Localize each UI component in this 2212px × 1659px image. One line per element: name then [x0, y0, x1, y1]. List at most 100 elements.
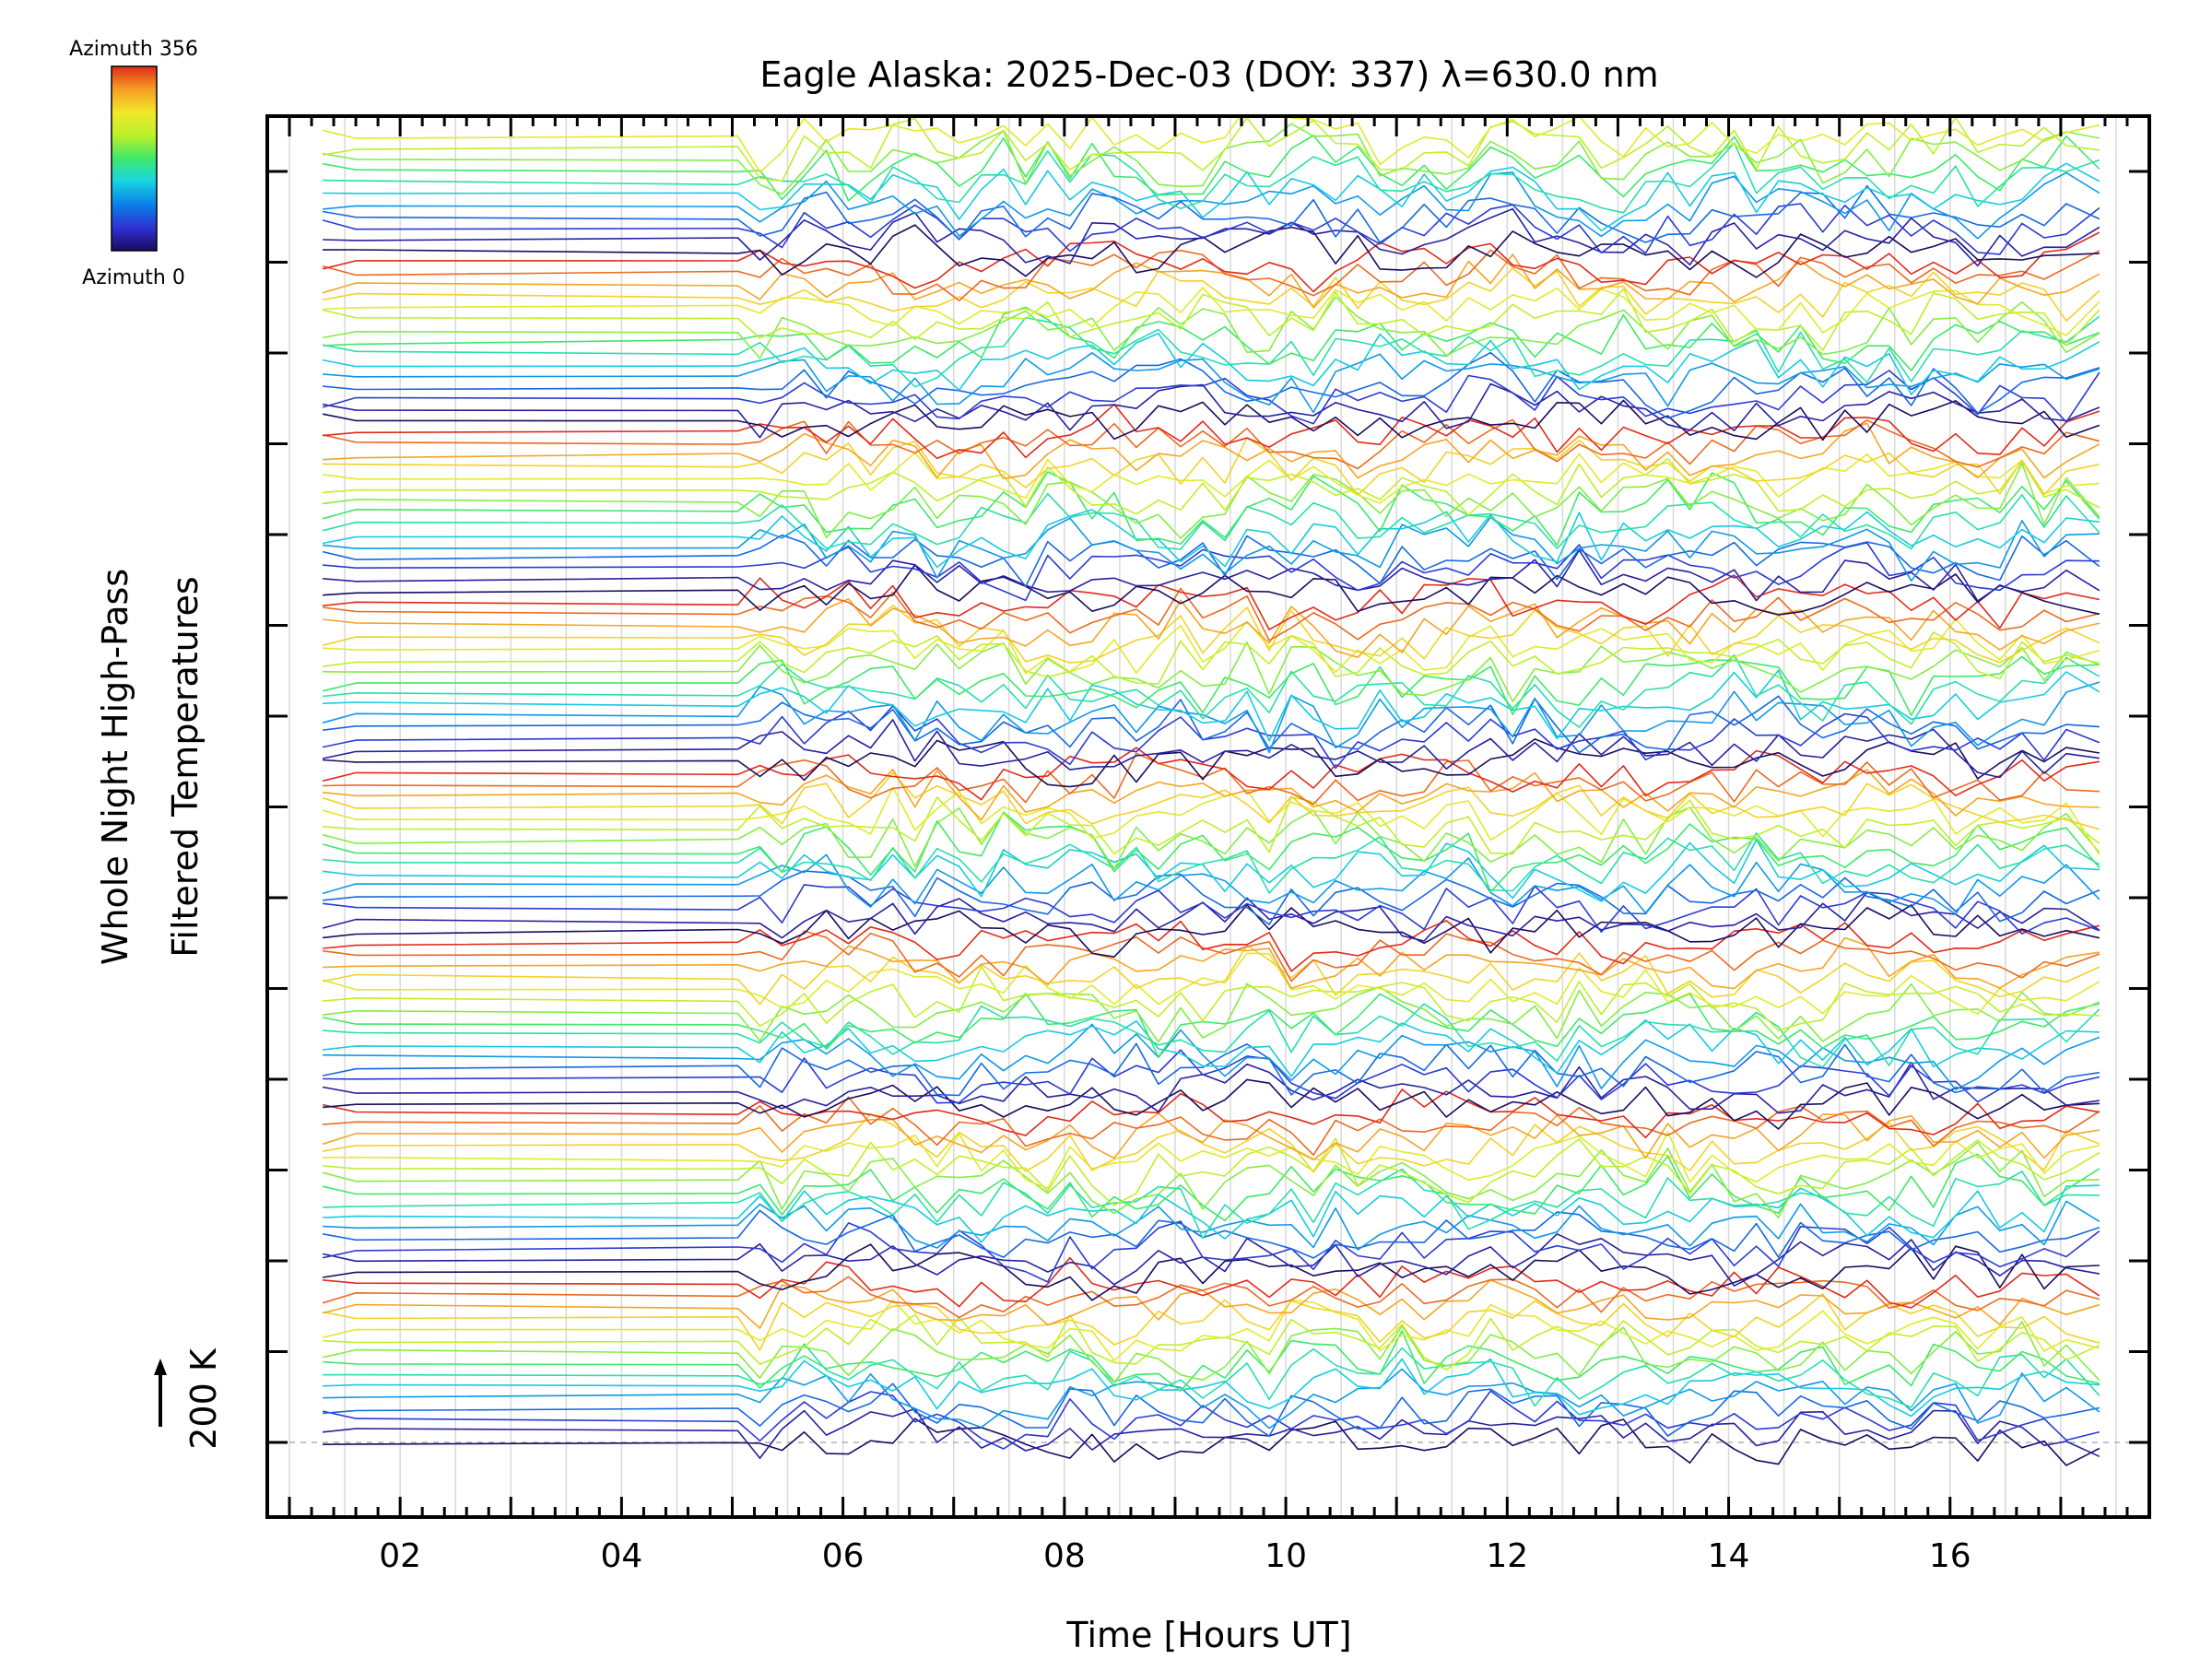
series-line [322, 891, 2100, 942]
series-line [322, 1276, 2100, 1319]
series-line [322, 1299, 2100, 1362]
series-line [323, 1018, 2100, 1077]
x-tick-label: 16 [1929, 1537, 1971, 1575]
series-line [322, 288, 2100, 351]
scale-bar: 200 K [154, 1347, 224, 1450]
series-line [323, 768, 2100, 821]
series-line [323, 618, 2100, 675]
series-line [322, 944, 2100, 1006]
series-line [323, 142, 2100, 214]
y-axis-label-line2: Filtered Temperatures [165, 576, 206, 957]
series-line [322, 231, 2100, 293]
plot-frame [265, 114, 2151, 1519]
series-line [323, 587, 2100, 641]
x-tick-label: 04 [600, 1537, 642, 1575]
x-axis-label: Time [Hours UT] [1065, 1615, 1351, 1655]
series-line [322, 370, 2100, 425]
series-line [323, 1131, 2100, 1189]
series-line [323, 1407, 2100, 1459]
series-line [322, 267, 2100, 322]
series-line [323, 669, 2100, 742]
colorbar: Azimuth 356 Azimuth 0 [69, 38, 198, 289]
series-line [323, 171, 2100, 240]
x-tick-labels: 02 04 06 08 10 12 14 16 [379, 1537, 1971, 1575]
colorbar-gradient [111, 65, 158, 252]
scale-bar-label: 200 K [183, 1347, 224, 1450]
series-line [323, 1184, 2100, 1243]
series-line [323, 936, 2100, 990]
colorbar-top-label: Azimuth 356 [69, 38, 198, 61]
scale-bar-arrow-head [154, 1359, 167, 1375]
colorbar-bottom-label: Azimuth 0 [82, 266, 185, 289]
series-line [323, 516, 2100, 582]
series-line [323, 738, 2100, 788]
series-line [322, 1321, 2100, 1383]
series-line [323, 1256, 2100, 1309]
series-line [322, 471, 2100, 547]
series-line [323, 436, 2100, 497]
series-line [323, 653, 2100, 728]
series-line [322, 1233, 2100, 1287]
series-line [322, 719, 2100, 779]
series-line [323, 306, 2100, 371]
series-line [323, 351, 2100, 419]
series-line [323, 564, 2100, 616]
series-line [322, 604, 2100, 664]
series-line [322, 1112, 2100, 1161]
series-line [322, 1153, 2100, 1222]
series-line [323, 982, 2100, 1043]
series-line [322, 509, 2100, 569]
axis-ticks [267, 116, 2149, 1517]
series-line [322, 681, 2100, 754]
x-tick-label: 08 [1043, 1537, 1086, 1575]
series-line [323, 1313, 2100, 1371]
series-line [322, 993, 2100, 1058]
series-line [322, 534, 2100, 588]
series-line [323, 884, 2100, 935]
x-tick-label: 10 [1265, 1537, 1307, 1575]
series-line [322, 771, 2100, 830]
series-line [322, 1209, 2100, 1259]
series-line [323, 1200, 2100, 1251]
y-axis-label-line1: Whole Night High-Pass [95, 569, 135, 965]
series-line [322, 1293, 2100, 1351]
series-line [322, 315, 2100, 388]
series-line [323, 641, 2100, 703]
series-line [322, 853, 2100, 915]
series-line [322, 747, 2100, 801]
series-line [322, 1062, 2100, 1114]
series-line [323, 1137, 2100, 1206]
series-line [323, 207, 2100, 267]
series-line [322, 806, 2100, 870]
series-line [323, 462, 2100, 539]
series-line [322, 930, 2100, 982]
series-line [322, 418, 2100, 470]
series-line [322, 492, 2100, 550]
series-line [323, 832, 2100, 894]
series-line [322, 452, 2100, 504]
series-line [323, 162, 2100, 232]
series-line [323, 1168, 2100, 1240]
series-line [323, 224, 2100, 278]
x-tick-label: 12 [1486, 1537, 1528, 1575]
series-line [322, 705, 2100, 770]
x-tick-label: 06 [822, 1537, 865, 1575]
series-line [322, 1141, 2100, 1218]
series-line [322, 1243, 2100, 1301]
series-line [322, 116, 2100, 182]
series-line [322, 184, 2100, 243]
series-line [323, 403, 2100, 460]
series-line [323, 1023, 2100, 1090]
series-line [322, 116, 2100, 173]
series-line [323, 870, 2100, 925]
series-line [323, 351, 2100, 414]
series-lines [322, 116, 2100, 1466]
series-line [323, 1343, 2100, 1408]
series-line [322, 1278, 2100, 1329]
series-line [323, 287, 2100, 336]
series-line [323, 839, 2100, 902]
series-line [322, 253, 2100, 309]
series-line [322, 786, 2100, 856]
series-line [323, 458, 2100, 516]
